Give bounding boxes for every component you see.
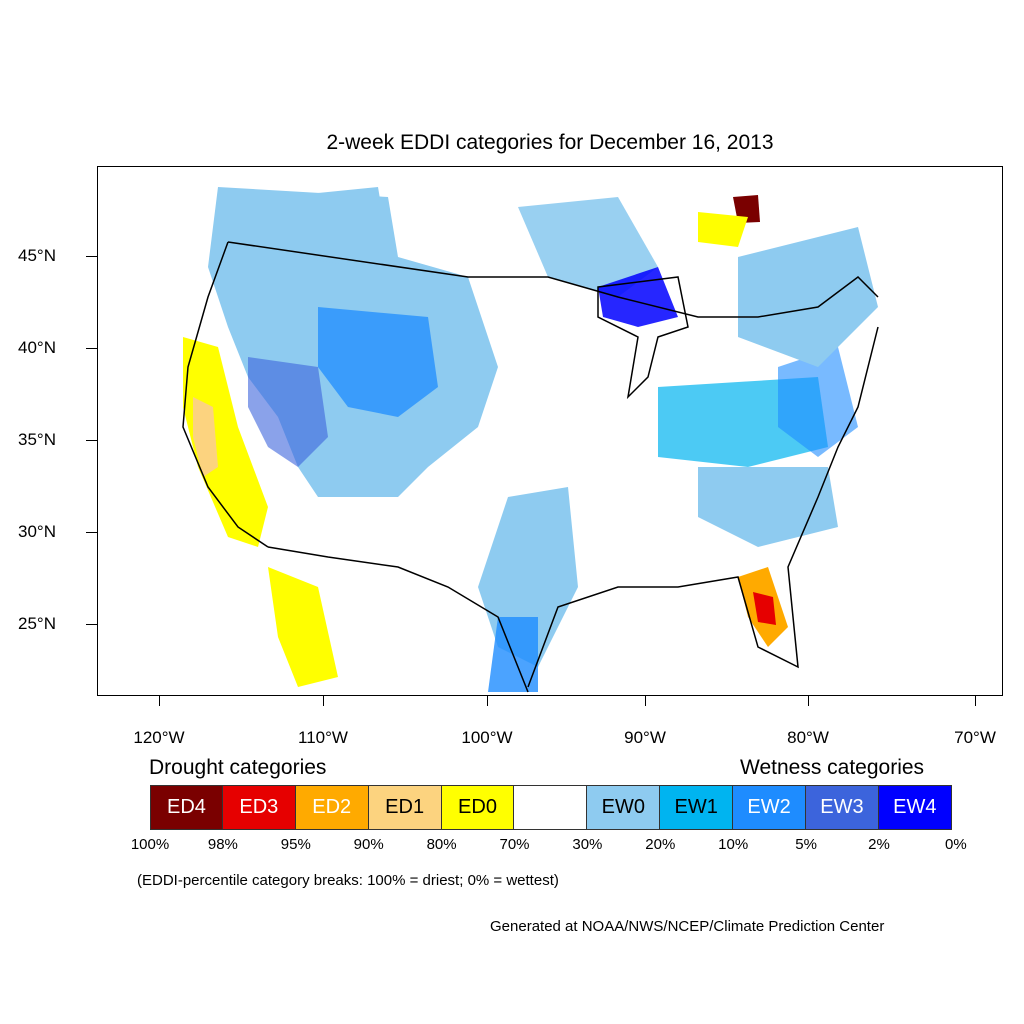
pacific-coastline — [182, 241, 269, 548]
lon-label-120: 120°W — [133, 728, 185, 747]
map-panel — [97, 166, 1003, 696]
map-title: 2-week EDDI categories for December 16, … — [326, 131, 774, 154]
california-ed1-zone — [193, 397, 218, 477]
category-box: EW1 — [660, 785, 734, 830]
percentile-label: 10% — [718, 836, 749, 853]
lon-label-70: 70°W — [954, 728, 996, 747]
lon-tick — [645, 696, 646, 706]
northern-wet-zone — [268, 187, 388, 267]
category-label: ED3 — [239, 796, 279, 818]
eddi-map — [182, 187, 879, 693]
lon-tick — [975, 696, 976, 706]
category-box: EW3 — [806, 785, 879, 830]
percentile-label: 0% — [945, 836, 967, 853]
category-label: EW0 — [601, 796, 645, 818]
category-label: ED0 — [458, 796, 497, 818]
ontario-drought-zone — [733, 195, 760, 223]
percentile-label: 30% — [572, 836, 603, 853]
lat-tick — [86, 440, 97, 441]
breaks-note: (EDDI-percentile category breaks: 100% =… — [137, 872, 559, 889]
percentile-label: 90% — [353, 836, 384, 853]
lon-label-110: 110°W — [298, 728, 348, 747]
lon-tick — [808, 696, 809, 706]
mexico-drought-zone — [268, 567, 338, 687]
category-box: ED2 — [295, 785, 369, 830]
quebec-drought-zone — [698, 212, 748, 247]
category-label: ED4 — [166, 796, 206, 818]
credit-text: Generated at NOAA/NWS/NCEP/Climate Predi… — [490, 918, 885, 935]
category-box: ED0 — [441, 785, 515, 830]
lake-superior-wet-zone — [598, 267, 678, 327]
lon-label-100: 100°W — [461, 728, 513, 747]
category-label: ED1 — [385, 796, 425, 818]
category-label: ED2 — [312, 796, 352, 818]
lat-label-45: 45°N — [18, 246, 56, 265]
lat-tick — [86, 348, 97, 349]
lat-label-35: 35°N — [18, 430, 56, 449]
category-box: EW2 — [733, 785, 807, 830]
wetness-heading: Wetness categories — [740, 756, 925, 779]
percentile-label: 20% — [645, 836, 676, 853]
category-label: EW2 — [747, 796, 791, 818]
percentile-label: 70% — [499, 836, 530, 853]
mexico-us-border — [267, 546, 529, 693]
lat-label-25: 25°N — [18, 614, 56, 633]
category-box: ED1 — [368, 785, 442, 830]
canada-us-border — [227, 241, 879, 318]
percentile-label: 100% — [130, 836, 170, 853]
west-mid-wet-zone — [318, 307, 438, 417]
florida-ed3-zone — [753, 592, 776, 625]
percentile-label: 80% — [426, 836, 457, 853]
lat-tick — [86, 532, 97, 533]
drought-heading: Drought categories — [149, 756, 327, 779]
lon-tick — [487, 696, 488, 706]
lat-label-30: 30°N — [18, 522, 56, 541]
northeast-wet-zone — [738, 227, 878, 367]
california-drought-zone — [183, 337, 268, 547]
boundaries — [182, 241, 879, 693]
category-box: EW4 — [878, 785, 952, 830]
percentile-label: 98% — [207, 836, 238, 853]
north-plains-wet-zone — [518, 197, 658, 297]
category-label: EW1 — [674, 796, 718, 818]
lon-label-90: 90°W — [624, 728, 666, 747]
lat-label-40: 40°N — [18, 338, 56, 357]
eddi-shading — [183, 187, 878, 692]
category-color-bar: ED4 ED3 ED2 ED1 ED0 EW0 EW1 EW2 EW3 EW4 — [150, 785, 952, 830]
category-box: EW0 — [587, 785, 661, 830]
southeast-wet-zone — [698, 467, 838, 547]
category-box: ED3 — [222, 785, 296, 830]
category-label: EW3 — [820, 796, 864, 818]
percentile-label: 95% — [280, 836, 311, 853]
category-label: EW4 — [893, 796, 937, 818]
great-basin-wet-zone — [248, 357, 328, 467]
lon-label-80: 80°W — [787, 728, 829, 747]
east-coast-wet-zone — [778, 347, 858, 457]
great-lakes-outline — [597, 276, 689, 400]
lat-tick — [86, 256, 97, 257]
percentile-label: 5% — [795, 836, 817, 853]
category-box — [514, 785, 588, 830]
lon-tick — [323, 696, 324, 706]
gulf-coastline — [527, 326, 879, 688]
percentile-label: 2% — [868, 836, 890, 853]
lat-tick — [86, 624, 97, 625]
category-box: ED4 — [150, 785, 223, 830]
lon-tick — [159, 696, 160, 706]
